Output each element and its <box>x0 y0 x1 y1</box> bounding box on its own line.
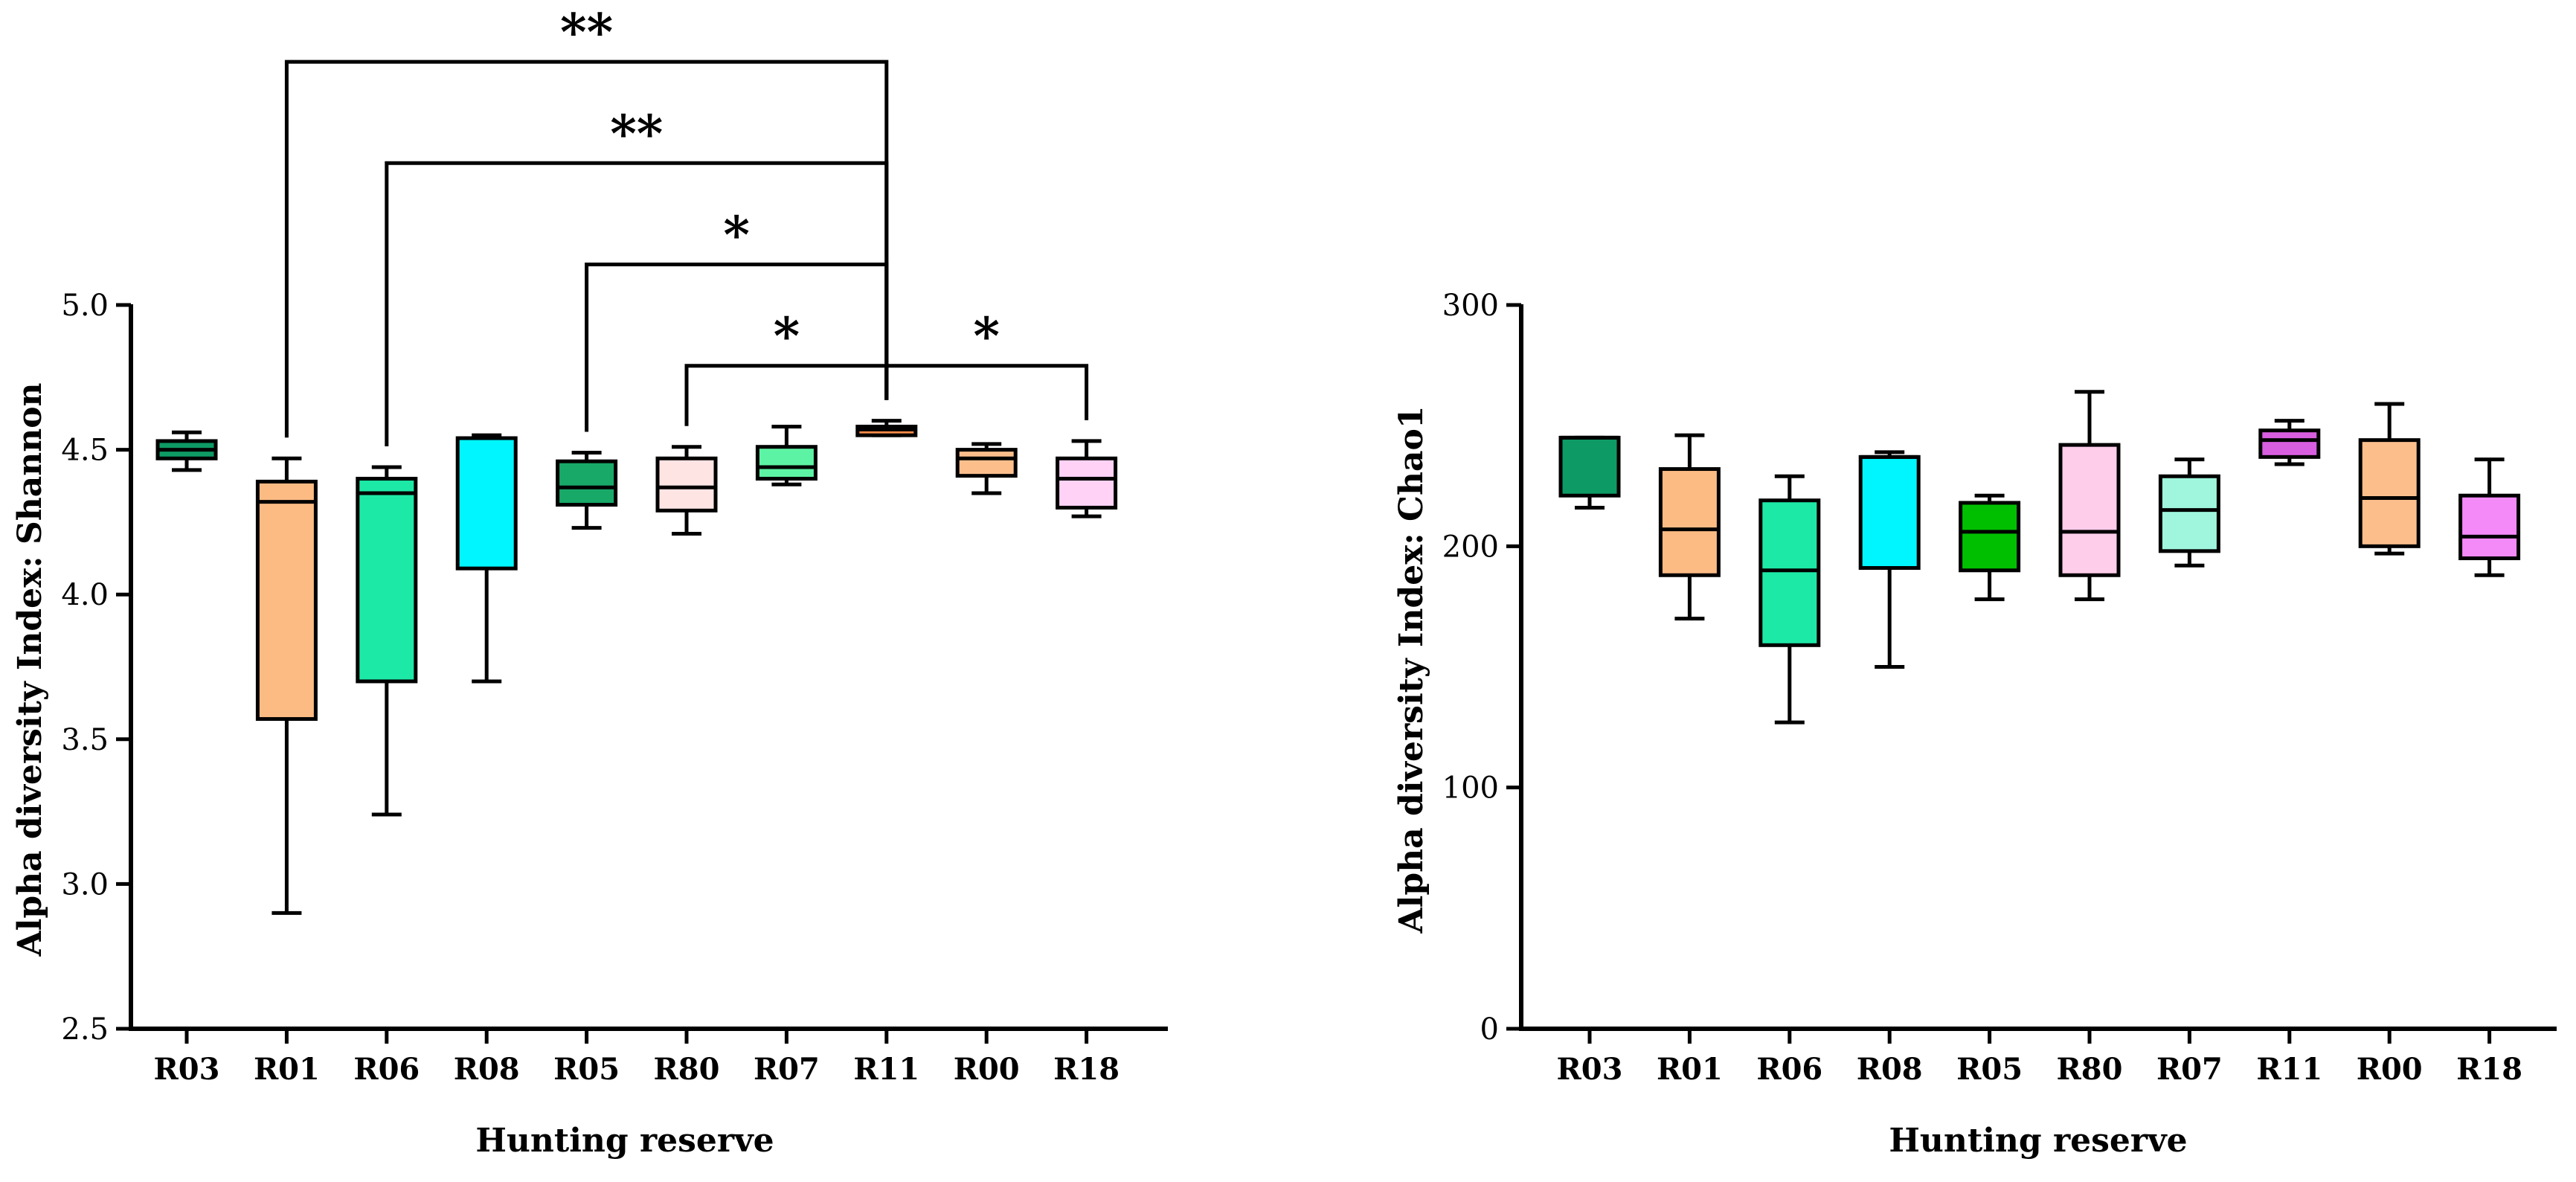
box-R06: R06 <box>1756 474 1822 1087</box>
x-tick-label: R06 <box>353 1052 420 1087</box>
box-iqr <box>1558 435 1621 498</box>
x-tick-label: R18 <box>2456 1052 2522 1087</box>
box-iqr <box>655 456 718 513</box>
significance-R05-R11: * <box>585 206 889 432</box>
x-tick-label: R08 <box>454 1052 520 1087</box>
x-tick-label: R08 <box>1857 1052 1923 1087</box>
x-tick-label: R05 <box>553 1052 620 1087</box>
y-tick-label: 2.5 <box>61 1012 109 1047</box>
box-R18: R18 <box>1053 439 1120 1087</box>
x-tick-label: R01 <box>1657 1052 1723 1087</box>
box-R03: R03 <box>1557 435 1623 1087</box>
y-tick-label: 300 <box>1442 289 1499 323</box>
chao1-panel: Alpha diversity Index: Chao1 Hunting res… <box>1393 289 2557 1160</box>
significance-bracket <box>585 263 889 432</box>
x-tick-label: R00 <box>954 1052 1020 1087</box>
box-R11: R11 <box>853 419 919 1087</box>
box-iqr <box>1959 501 2021 573</box>
box-R03: R03 <box>154 430 220 1087</box>
box-R05: R05 <box>553 450 620 1087</box>
significance-bracket <box>385 161 889 446</box>
y-axis-title: Alpha diversity Index: Shannon <box>11 382 49 957</box>
box-iqr <box>1056 456 1118 510</box>
y-tick-label: 0 <box>1480 1012 1499 1047</box>
significance-bracket <box>684 364 889 426</box>
y-tick-label: 5.0 <box>61 289 109 323</box>
significance-bracket <box>884 364 1089 420</box>
box-R00: R00 <box>2357 402 2423 1087</box>
box-iqr <box>755 445 818 481</box>
y-tick-label: 4.0 <box>61 578 109 612</box>
box-R05: R05 <box>1956 493 2023 1087</box>
significance-R80-R11: * <box>684 307 889 426</box>
box-iqr <box>356 477 418 684</box>
y-tick-label: 100 <box>1442 771 1499 806</box>
box-iqr <box>1858 455 1921 571</box>
x-axis-title: Hunting reserve <box>1889 1122 2187 1160</box>
box-R00: R00 <box>954 442 1020 1087</box>
y-axis-title: Alpha diversity Index: Chao1 <box>1393 406 1430 934</box>
box-R80: R80 <box>2057 390 2123 1087</box>
x-tick-label: R11 <box>853 1052 919 1087</box>
box-R80: R80 <box>654 445 720 1087</box>
box-R18: R18 <box>2456 457 2522 1087</box>
x-tick-label: R06 <box>1756 1052 1822 1087</box>
box-R06: R06 <box>353 465 420 1087</box>
x-tick-label: R80 <box>654 1052 720 1087</box>
significance-label: ** <box>610 104 663 164</box>
box-R07: R07 <box>754 424 820 1087</box>
x-tick-label: R00 <box>2357 1052 2423 1087</box>
box-iqr <box>2158 474 2220 553</box>
x-tick-label: R03 <box>1557 1052 1623 1087</box>
significance-label: * <box>774 307 800 367</box>
x-tick-label: R01 <box>254 1052 320 1087</box>
x-tick-label: R07 <box>754 1052 820 1087</box>
x-tick-label: R05 <box>1956 1052 2023 1087</box>
box-iqr <box>455 436 518 571</box>
x-tick-label: R11 <box>2256 1052 2322 1087</box>
box-R01: R01 <box>254 456 320 1087</box>
box-iqr <box>1658 467 1721 577</box>
box-R11: R11 <box>2256 419 2322 1087</box>
box-iqr <box>255 479 318 722</box>
x-tick-label: R18 <box>1053 1052 1120 1087</box>
box-iqr <box>556 459 618 507</box>
x-tick-label: R80 <box>2057 1052 2123 1087</box>
axes: 2.5 3.0 3.5 4.0 4.5 5.0 <box>61 289 1168 1047</box>
y-tick-label: 4.5 <box>61 434 109 468</box>
shannon-panel: Alpha diversity Index: Shannon Hunting r… <box>11 3 1168 1160</box>
axes: 0 100 200 300 <box>1442 289 2557 1047</box>
box-iqr <box>2058 443 2121 577</box>
box-iqr <box>2258 428 2321 459</box>
box-iqr <box>2358 438 2421 548</box>
significance-R06-R11: ** <box>385 104 889 446</box>
y-tick-label: 3.0 <box>61 867 109 902</box>
box-R08: R08 <box>454 433 520 1087</box>
y-tick-label: 3.5 <box>61 723 109 757</box>
box-iqr <box>1758 498 1821 647</box>
y-tick-label: 200 <box>1442 530 1499 564</box>
box-R01: R01 <box>1657 433 1723 1087</box>
box-R08: R08 <box>1857 450 1923 1087</box>
box-R07: R07 <box>2156 457 2223 1087</box>
significance-label: * <box>973 307 1000 367</box>
x-tick-label: R07 <box>2156 1052 2223 1087</box>
x-axis-title: Hunting reserve <box>475 1122 774 1160</box>
significance-label: ** <box>560 3 613 62</box>
x-tick-label: R03 <box>154 1052 220 1087</box>
box-iqr <box>955 448 1018 478</box>
significance-R11-R18: * <box>884 307 1089 420</box>
significance-label: * <box>723 206 750 266</box>
box-iqr <box>2458 493 2521 561</box>
